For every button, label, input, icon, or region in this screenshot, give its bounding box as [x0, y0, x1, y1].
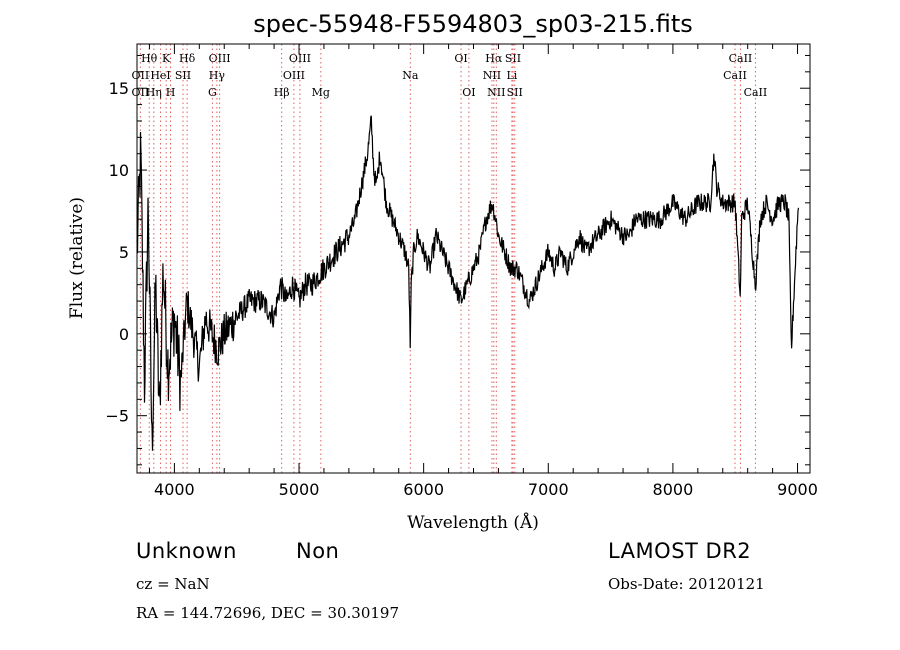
plot-frame	[136, 43, 811, 474]
x-tick-label: 9000	[777, 480, 818, 499]
chart-title: spec-55948-F5594803_sp03-215.fits	[253, 10, 692, 38]
line-marker-label: SII	[507, 86, 523, 99]
line-marker-label: Na	[402, 69, 419, 82]
spectrum-series	[136, 115, 800, 451]
line-marker-label: Li	[506, 69, 517, 82]
x-axis-label: Wavelength (Å)	[407, 512, 539, 533]
y-tick-label: 10	[109, 161, 129, 180]
line-marker-label: OI	[454, 52, 467, 65]
object-class: Unknown	[136, 539, 237, 563]
line-marker-label: Hβ	[274, 86, 290, 99]
line-marker-label: OIII	[209, 52, 231, 65]
redshift-cz: cz = NaN	[136, 575, 210, 593]
line-marker-label: CaII	[729, 52, 753, 65]
line-marker-label: Hα	[485, 52, 503, 65]
ra-dec: RA = 144.72696, DEC = 30.30197	[136, 604, 400, 622]
line-marker-label: Mg	[312, 86, 330, 99]
spectrum-line	[136, 115, 800, 451]
obs-date: Obs-Date: 20120121	[608, 575, 765, 593]
line-marker-label: CaII	[744, 86, 768, 99]
line-marker-label: Hγ	[209, 69, 226, 82]
y-tick-label: 5	[119, 243, 129, 262]
line-marker-label: K	[162, 52, 171, 65]
line-marker-label: Hθ	[141, 52, 158, 65]
line-marker-label: OII	[132, 86, 150, 99]
line-marker-label: NII	[483, 69, 501, 82]
x-tick-label: 4000	[154, 480, 195, 499]
y-tick-label: −5	[105, 407, 129, 426]
line-marker-label: HeI	[150, 69, 170, 82]
line-marker-label: OII	[132, 69, 150, 82]
line-markers: Hθ OII OII K HeI Hη SII H Hδ OIII Hγ G Hβ OIII OIII Mg N…	[132, 44, 768, 473]
line-marker-label: OIII	[283, 69, 305, 82]
line-marker-label: H	[166, 86, 176, 99]
line-marker-label: OIII	[289, 52, 311, 65]
y-tick-label: 0	[119, 325, 129, 344]
axis-ticks: 4000 5000 6000 7000 8000 9000 −5 0 5 10 15	[105, 44, 818, 499]
y-axis-label: Flux (relative)	[67, 197, 87, 319]
line-marker-label: Hη	[146, 86, 162, 99]
x-tick-label: 6000	[403, 480, 444, 499]
line-marker-label: SII	[175, 69, 191, 82]
x-tick-label: 8000	[653, 480, 694, 499]
line-marker-label: SII	[505, 52, 521, 65]
line-marker-label: Hδ	[179, 52, 196, 65]
line-marker-label: NII	[487, 86, 505, 99]
survey-name: LAMOST DR2	[608, 539, 752, 563]
line-marker-label: OI	[462, 86, 475, 99]
x-tick-label: 7000	[528, 480, 569, 499]
x-tick-label: 5000	[279, 480, 320, 499]
y-tick-label: 15	[109, 79, 129, 98]
line-marker-label: G	[208, 86, 217, 99]
object-subclass: Non	[296, 539, 340, 563]
line-marker-label: CaII	[723, 69, 747, 82]
